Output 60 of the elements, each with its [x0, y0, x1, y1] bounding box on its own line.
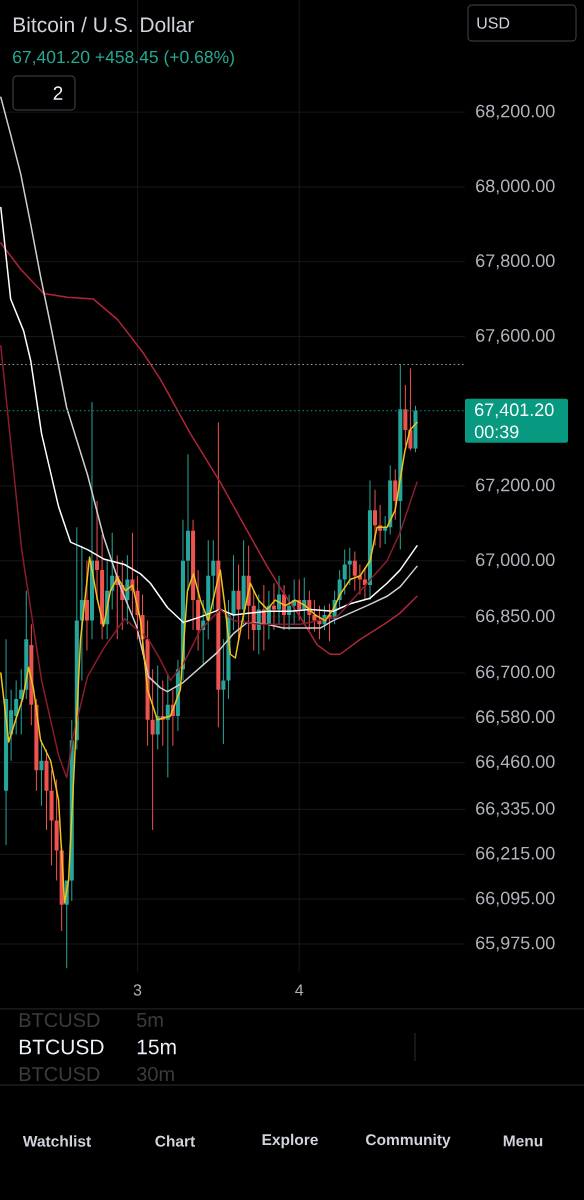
candlestick — [347, 547, 352, 586]
candlestick — [191, 519, 196, 630]
y-tick-label: 66,460.00 — [476, 755, 555, 771]
candlestick — [413, 405, 418, 453]
text: Watchlist — [22, 1135, 91, 1147]
y-tick-label: 66,700.00 — [476, 665, 555, 681]
text: 30m — [136, 1066, 174, 1082]
y-tick-label: 66,580.00 — [476, 710, 555, 726]
candlestick — [155, 665, 160, 750]
y-tick-label: 67,600.00 — [476, 329, 555, 344]
line-series — [0, 421, 418, 904]
y-tick-label: 67,000.00 — [476, 553, 555, 569]
candlestick — [352, 551, 357, 591]
y-tick-label: 66,850.00 — [476, 609, 555, 625]
candlestick — [34, 699, 39, 791]
candlestick — [196, 570, 201, 651]
text: Bitcoin / U.S. Dollar — [13, 16, 194, 33]
candlestick — [388, 465, 393, 535]
candlestick — [216, 422, 221, 728]
candlestick — [367, 480, 372, 601]
y-tick-label: 66,215.00 — [476, 846, 555, 862]
candlestick — [221, 639, 226, 744]
candlestick — [398, 364, 403, 550]
candlestick — [403, 385, 408, 445]
candlestick — [342, 549, 347, 595]
y-tick-label: 68,200.00 — [476, 104, 555, 120]
text: Chart — [155, 1135, 196, 1147]
text: 15m — [137, 1039, 176, 1055]
text: 67,401.20 +458.45 (+0.68%) — [13, 50, 234, 67]
candlestick — [44, 749, 49, 830]
y-tick-label: 67,200.00 — [476, 478, 555, 494]
candlestick — [231, 555, 236, 630]
text: Menu — [503, 1135, 543, 1147]
candlestick — [84, 560, 89, 651]
text: USD — [477, 17, 510, 29]
candlestick — [373, 489, 378, 546]
ref-line-label: 67,401.20 — [475, 403, 554, 419]
x-tick-label: 4 — [295, 984, 304, 996]
line-series — [0, 345, 418, 779]
y-tick-label: 67,800.00 — [476, 254, 555, 270]
annotation: 2 — [53, 86, 63, 100]
candlestick — [211, 540, 216, 610]
candlestick — [54, 779, 59, 881]
text: Community — [366, 1133, 451, 1149]
candlestick — [236, 564, 241, 640]
text: Explore — [262, 1133, 318, 1149]
y-tick-label: 65,975.00 — [476, 936, 555, 952]
text: 5m — [137, 1013, 163, 1027]
candlestick — [165, 674, 170, 778]
candlestick — [186, 454, 191, 591]
y-tick-label: 66,095.00 — [476, 891, 555, 907]
candlestick — [150, 669, 155, 830]
text: BTCUSD — [19, 1039, 104, 1055]
text: BTCUSD — [19, 1066, 100, 1082]
y-tick-label: 68,000.00 — [476, 179, 555, 195]
text: 00:39 — [474, 425, 519, 439]
text: BTCUSD — [19, 1012, 100, 1028]
x-tick-label: 3 — [133, 984, 142, 996]
candlestick — [49, 770, 54, 866]
y-tick-label: 66,335.00 — [476, 801, 555, 817]
